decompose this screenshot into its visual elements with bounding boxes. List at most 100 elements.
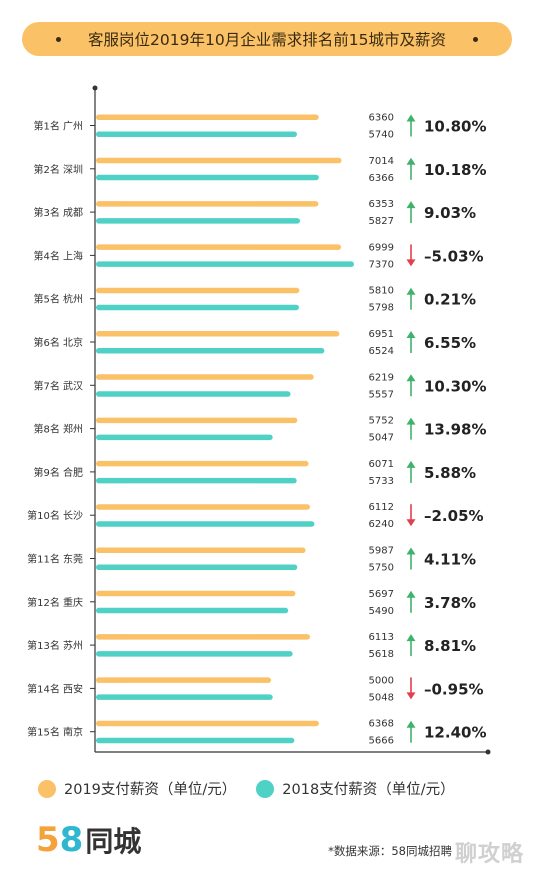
- bar-2019: [96, 417, 298, 424]
- value-label-2019: 5810: [369, 286, 394, 297]
- bar-2019: [96, 547, 306, 553]
- bar-2018: [96, 261, 354, 267]
- change-label: 6.55%: [424, 334, 476, 352]
- arrow-down-icon: [406, 692, 416, 700]
- arrow-up-icon: [406, 331, 416, 338]
- bar-2018: [96, 521, 315, 527]
- value-label-2019: 5000: [369, 675, 394, 686]
- value-label-2018: 5047: [369, 433, 394, 444]
- bar-2018: [96, 694, 273, 700]
- bar-2019: [96, 374, 314, 380]
- brand-logo: 5 8 同城: [36, 820, 141, 860]
- change-label: 4.11%: [424, 551, 476, 569]
- change-label: 3.78%: [424, 594, 476, 612]
- logo-digit-8: 8: [59, 820, 84, 860]
- chart-title-banner: 客服岗位2019年10月企业需求排名前15城市及薪资: [22, 22, 512, 56]
- bar-2018: [96, 651, 293, 657]
- value-label-2019: 6951: [369, 329, 394, 340]
- data-source: *数据来源：58同城招聘: [328, 844, 452, 858]
- value-label-2018: 5827: [369, 216, 394, 227]
- title-dot-right: [473, 37, 478, 42]
- bar-2018: [96, 348, 325, 354]
- change-label: 10.30%: [424, 377, 486, 395]
- arrow-up-icon: [406, 374, 416, 382]
- title-dot-left: [56, 37, 61, 42]
- bar-2018: [96, 174, 319, 181]
- value-label-2019: 6353: [369, 199, 394, 210]
- bar-2019: [96, 720, 319, 727]
- bar-2019: [96, 157, 342, 164]
- bar-2018: [96, 564, 298, 570]
- bar-2018: [96, 737, 295, 744]
- value-label-2019: 5752: [369, 416, 394, 427]
- category-label: 第15名 南京: [27, 726, 83, 739]
- legend: 2019支付薪资（单位/元） 2018支付薪资（单位/元）: [38, 778, 455, 799]
- category-label: 第4名 上海: [33, 249, 83, 262]
- arrow-up-icon: [406, 417, 416, 425]
- category-label: 第7名 武汉: [33, 379, 83, 392]
- category-label: 第10名 长沙: [27, 509, 83, 522]
- bar-2018: [96, 304, 299, 311]
- logo-digit-5: 5: [36, 820, 60, 860]
- arrow-up-icon: [406, 634, 416, 642]
- x-axis-end-dot: [485, 749, 491, 755]
- logo-text: 同城: [85, 825, 142, 858]
- category-label: 第11名 东莞: [27, 553, 83, 566]
- category-label: 第6名 北京: [33, 336, 83, 349]
- bar-2018: [96, 434, 273, 441]
- value-label-2018: 6366: [369, 173, 394, 184]
- value-label-2019: 6360: [369, 113, 394, 124]
- value-label-2018: 5750: [369, 563, 394, 574]
- value-label-2018: 5048: [369, 692, 394, 703]
- change-label: 10.18%: [424, 161, 486, 179]
- arrow-up-icon: [406, 201, 416, 209]
- change-label: –5.03%: [424, 247, 484, 265]
- chart-title: 客服岗位2019年10月企业需求排名前15城市及薪资: [88, 31, 446, 49]
- bar-2019: [96, 114, 319, 120]
- bar-2018: [96, 477, 297, 484]
- category-label: 第8名 郑州: [33, 423, 83, 436]
- value-label-2019: 6113: [369, 632, 394, 643]
- value-label-2019: 5987: [369, 546, 394, 557]
- category-label: 第3名 成都: [33, 206, 83, 219]
- value-label-2018: 5740: [369, 130, 394, 141]
- value-label-2018: 6240: [369, 519, 394, 530]
- arrow-up-icon: [406, 114, 416, 122]
- arrow-up-icon: [406, 460, 416, 468]
- value-label-2019: 6071: [369, 459, 394, 470]
- bar-2018: [96, 391, 291, 397]
- arrow-up-icon: [406, 590, 416, 598]
- legend-label-2019: 2019支付薪资（单位/元）: [64, 782, 237, 798]
- category-label: 第5名 杭州: [33, 293, 83, 306]
- change-label: 12.40%: [424, 724, 486, 742]
- arrow-down-icon: [406, 519, 416, 527]
- value-label-2018: 5666: [369, 736, 394, 747]
- bar-2019: [96, 460, 309, 467]
- arrow-up-icon: [406, 547, 416, 555]
- arrow-up-icon: [406, 287, 416, 295]
- change-label: 9.03%: [424, 204, 476, 222]
- bar-2018: [96, 131, 297, 137]
- legend-swatch-2018: [256, 779, 275, 798]
- change-label: 13.98%: [424, 421, 486, 439]
- bar-2019: [96, 634, 310, 640]
- bar-2019: [96, 201, 319, 207]
- legend-swatch-2019: [38, 779, 56, 798]
- value-label-2019: 6219: [369, 372, 394, 383]
- change-label: 8.81%: [424, 637, 476, 655]
- category-label: 第13名 苏州: [27, 639, 83, 652]
- y-axis-end-dot: [92, 85, 98, 91]
- value-label-2018: 6524: [369, 346, 394, 357]
- value-label-2019: 6112: [369, 502, 394, 513]
- value-label-2018: 5557: [369, 389, 394, 400]
- arrow-up-icon: [406, 720, 416, 728]
- bar-2019: [96, 331, 340, 337]
- value-label-2018: 5490: [369, 606, 394, 617]
- change-label: –2.05%: [424, 507, 484, 525]
- bar-2018: [96, 607, 289, 614]
- value-label-2018: 7370: [369, 259, 394, 270]
- value-label-2019: 6368: [369, 719, 394, 730]
- category-label: 第1名 广州: [33, 120, 83, 133]
- change-label: 5.88%: [424, 464, 476, 482]
